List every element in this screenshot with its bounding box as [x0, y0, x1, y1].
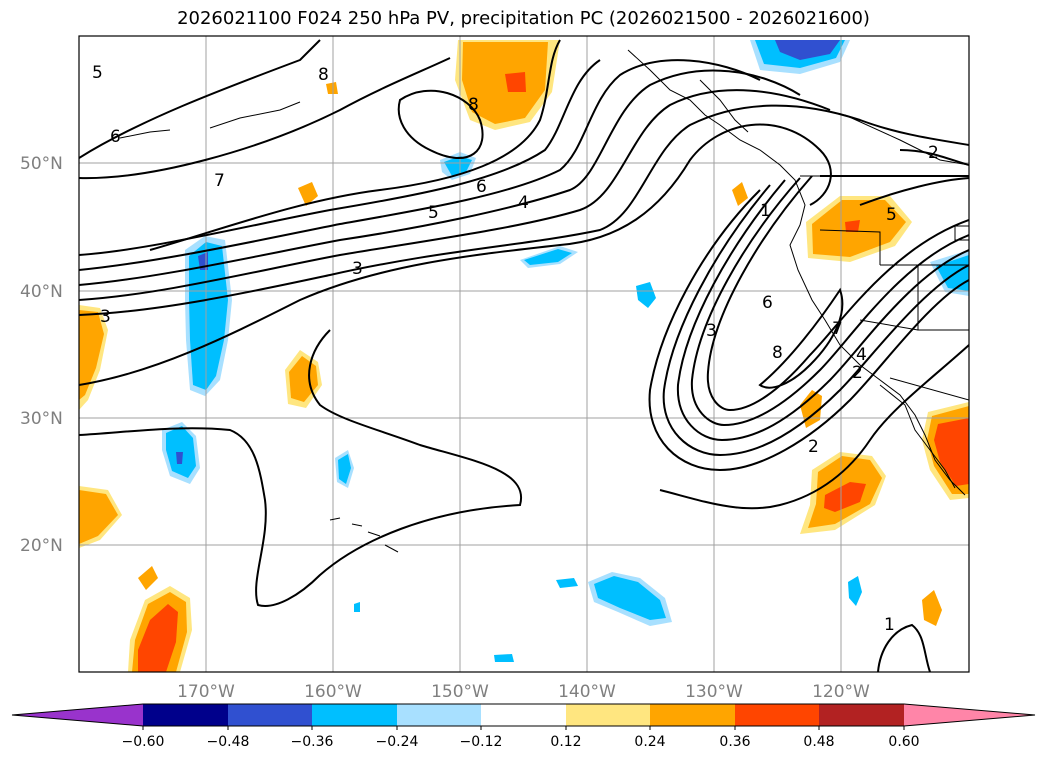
precip-area — [326, 82, 338, 94]
contour-label: 3 — [100, 307, 111, 327]
colorbar: −0.60 −0.48 −0.36 −0.24 −0.12 0.12 0.24 0.36 0.4… — [11, 703, 1036, 750]
contour-label: 1 — [884, 615, 895, 635]
contour-label: 7 — [214, 171, 225, 191]
precip-area — [732, 182, 748, 206]
precip-area — [138, 604, 178, 672]
lon-label: 160°W — [304, 682, 362, 702]
precip-area — [462, 42, 548, 124]
colorbar-segment — [566, 704, 650, 726]
precip-area — [494, 654, 514, 662]
contour-label: 8 — [468, 95, 479, 115]
precip-area — [848, 576, 862, 606]
contour-label: 4 — [856, 345, 867, 365]
contour-label: 2 — [808, 437, 819, 457]
contour-label: 4 — [518, 193, 529, 213]
precip-area — [934, 418, 969, 486]
contour-label: 5 — [886, 205, 897, 225]
precip-area — [594, 576, 666, 620]
contour-label: 8 — [772, 343, 783, 363]
colorbar-tick-label: 0.36 — [719, 734, 750, 750]
colorbar-tick-label: 0.24 — [634, 734, 665, 750]
colorbar-segment — [228, 704, 312, 726]
map-frame — [78, 35, 970, 673]
lat-label: 40°N — [20, 282, 63, 302]
pv-contours — [79, 39, 969, 672]
colorbar-tick-label: −0.48 — [207, 734, 250, 750]
contour-label: 6 — [110, 127, 121, 147]
contour-label: 7 — [832, 319, 843, 339]
colorbar-segment — [650, 704, 735, 726]
colorbar-segment — [819, 704, 904, 726]
contour-label: 8 — [318, 65, 329, 85]
precip-area — [298, 182, 318, 206]
colorbar-segment — [397, 704, 481, 726]
precip-positive-areas — [79, 40, 969, 672]
precip-area — [79, 310, 104, 400]
precip-area — [444, 156, 472, 176]
precip-area — [922, 590, 942, 626]
precip-area — [524, 249, 572, 265]
precip-area — [138, 566, 158, 590]
longitude-labels: 170°W 160°W 150°W 140°W 130°W 120°W — [177, 682, 870, 702]
contour-label: 6 — [476, 177, 487, 197]
contour-labels: 5 6 8 7 3 5 6 4 8 1 5 2 3 6 8 7 4 2 1 3 … — [92, 63, 939, 635]
colorbar-tick-label: 0.60 — [888, 734, 919, 750]
contour-label: 6 — [762, 293, 773, 313]
colorbar-tick-label: −0.60 — [122, 734, 165, 750]
lat-label: 50°N — [20, 154, 63, 174]
precip-area — [636, 282, 656, 308]
contour-label: 1 — [760, 201, 771, 221]
contour-label: 5 — [92, 63, 103, 83]
contour-label: 2 — [852, 363, 863, 383]
lat-label: 20°N — [20, 536, 63, 556]
colorbar-segment — [143, 704, 228, 726]
contour-label: 2 — [928, 143, 939, 163]
colorbar-segment — [735, 704, 819, 726]
coastlines — [119, 49, 969, 553]
precip-area — [775, 40, 840, 60]
precip-area — [505, 72, 526, 92]
colorbar-extend-min — [12, 704, 143, 726]
lon-label: 150°W — [431, 682, 489, 702]
precip-area — [79, 490, 118, 544]
precip-area — [338, 454, 351, 484]
lon-label: 130°W — [685, 682, 743, 702]
precip-area — [556, 578, 578, 588]
lon-label: 140°W — [558, 682, 616, 702]
contour-label: 3 — [352, 259, 363, 279]
colorbar-tick-label: −0.12 — [460, 734, 503, 750]
colorbar-extend-max — [904, 704, 1035, 726]
lon-label: 120°W — [812, 682, 870, 702]
colorbar-tick-label: −0.36 — [291, 734, 334, 750]
colorbar-segment — [481, 704, 566, 726]
lon-label: 170°W — [177, 682, 235, 702]
precip-area — [812, 200, 906, 257]
latitude-labels: 50°N 40°N 30°N 20°N — [20, 154, 63, 556]
precip-area — [176, 452, 183, 464]
colorbar-tick-label: 0.48 — [803, 734, 834, 750]
precip-area — [845, 220, 860, 232]
precip-area — [354, 602, 360, 612]
precip-area — [824, 482, 866, 512]
graticule — [79, 36, 969, 672]
colorbar-segment — [312, 704, 397, 726]
colorbar-tick-label: −0.24 — [376, 734, 419, 750]
contour-label: 5 — [428, 203, 439, 223]
lat-label: 30°N — [20, 409, 63, 429]
chart-title: 2026021100 F024 250 hPa PV, precipitatio… — [177, 8, 870, 29]
colorbar-tick-label: 0.12 — [550, 734, 581, 750]
contour-label: 3 — [706, 321, 717, 341]
